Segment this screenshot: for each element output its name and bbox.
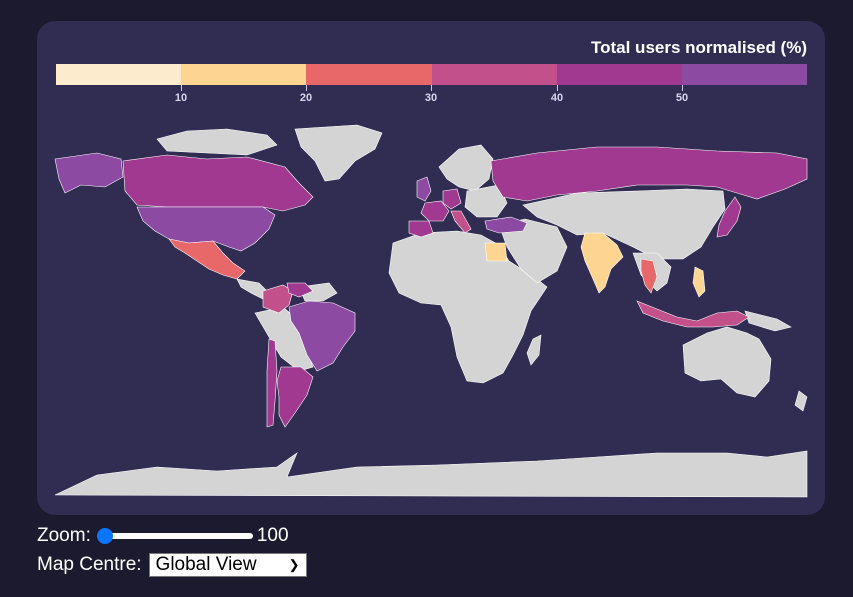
legend-title: Total users normalised (%) xyxy=(590,38,807,57)
country-brazil[interactable] xyxy=(288,300,356,372)
country-france[interactable] xyxy=(420,200,450,222)
zoom-value: 100 xyxy=(256,524,289,546)
country-argentina[interactable] xyxy=(276,366,314,428)
legend-tick-label: 40 xyxy=(550,92,564,104)
country-japan[interactable] xyxy=(716,196,742,238)
legend-tick xyxy=(431,85,432,91)
zoom-slider-thumb[interactable] xyxy=(96,527,113,544)
map-card: Total users normalised (%) 10 20 30 40 5… xyxy=(37,21,825,515)
country-colombia[interactable] xyxy=(262,284,294,314)
land-arctic-islands xyxy=(156,128,278,156)
land-central-asia xyxy=(522,188,726,260)
land-scandinavia xyxy=(438,144,494,192)
country-spain[interactable] xyxy=(408,220,434,238)
country-philippines[interactable] xyxy=(692,266,706,298)
legend-segment xyxy=(681,64,808,85)
country-turkey[interactable] xyxy=(484,216,528,234)
legend-segment xyxy=(56,64,182,85)
land-greenland xyxy=(294,124,383,182)
legend-tick-label: 50 xyxy=(675,92,689,104)
legend-tick xyxy=(682,85,683,91)
legend-tick xyxy=(306,85,307,91)
legend-tick xyxy=(557,85,558,91)
zoom-label: Zoom: xyxy=(37,524,91,546)
country-canada[interactable] xyxy=(122,154,314,212)
legend-segment xyxy=(181,64,307,85)
legend-segment xyxy=(431,64,557,85)
legend-tick-label: 30 xyxy=(424,92,438,104)
country-united-states[interactable] xyxy=(136,206,276,252)
land-antarctica xyxy=(54,450,808,498)
country-egypt[interactable] xyxy=(484,242,508,262)
zoom-slider[interactable] xyxy=(96,525,257,547)
map-centre-selected: Global View xyxy=(155,553,257,575)
country-united-kingdom[interactable] xyxy=(416,176,432,202)
country-alaska[interactable] xyxy=(54,152,124,194)
land-papua xyxy=(744,310,792,332)
country-venezuela[interactable] xyxy=(286,282,314,298)
legend-tick xyxy=(181,85,182,91)
country-germany[interactable] xyxy=(442,188,462,210)
land-new-zealand xyxy=(794,390,808,412)
country-mexico[interactable] xyxy=(168,238,246,280)
legend-segment xyxy=(556,64,682,85)
land-australia xyxy=(682,326,772,398)
country-indonesia[interactable] xyxy=(636,300,750,328)
world-map[interactable] xyxy=(37,21,825,515)
country-chile[interactable] xyxy=(266,338,278,428)
land-africa xyxy=(388,230,548,384)
chevron-down-icon: ❯ xyxy=(288,556,300,572)
legend-color-bar xyxy=(56,64,808,85)
country-russia[interactable] xyxy=(490,146,808,202)
controls-panel: Zoom: 100 Map Centre: Global View ❯ xyxy=(37,522,307,580)
legend-tick-label: 20 xyxy=(299,92,313,104)
map-centre-label: Map Centre: xyxy=(37,553,142,575)
land-madagascar xyxy=(526,334,542,366)
centre-row: Map Centre: Global View ❯ xyxy=(37,551,307,578)
legend-segment xyxy=(306,64,432,85)
legend-tick-label: 10 xyxy=(174,92,188,104)
land-middle-east xyxy=(498,218,568,284)
zoom-row: Zoom: 100 xyxy=(37,522,307,549)
zoom-slider-track xyxy=(100,532,253,539)
country-india[interactable] xyxy=(580,232,624,294)
country-thailand[interactable] xyxy=(640,258,658,294)
base-land xyxy=(54,124,808,498)
map-centre-select[interactable]: Global View ❯ xyxy=(148,552,307,577)
country-italy[interactable] xyxy=(450,210,472,234)
legend-ticks: 10 20 30 40 50 xyxy=(56,85,807,104)
country-regions xyxy=(54,146,808,428)
